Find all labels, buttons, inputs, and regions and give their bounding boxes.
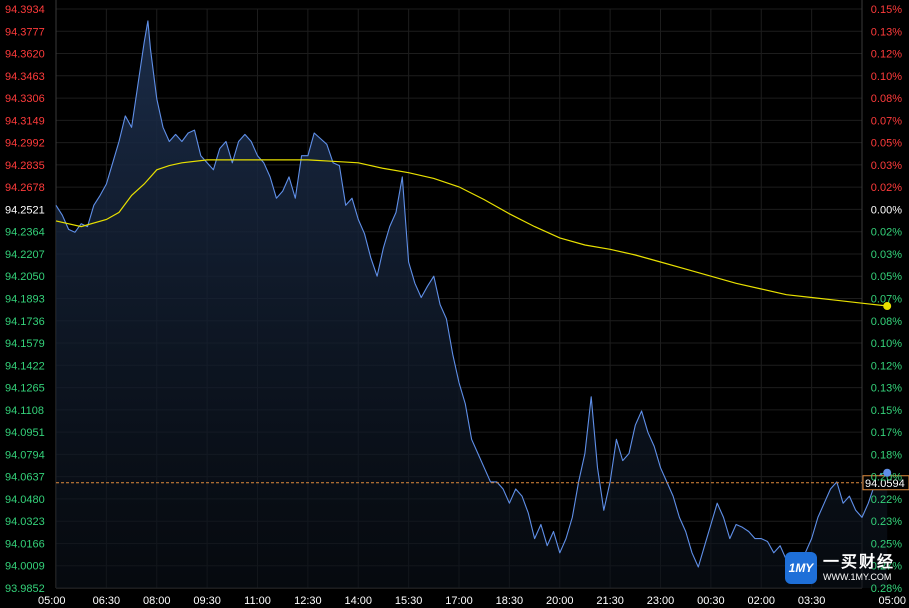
left-tick-label: 94.1108 — [5, 405, 44, 417]
right-tick-label: 0.15% — [871, 405, 902, 417]
left-tick-label: 94.0794 — [5, 449, 45, 461]
left-tick-label: 94.2678 — [5, 182, 45, 194]
left-tick-label: 94.1265 — [5, 383, 45, 395]
x-tick-label: 12:30 — [294, 595, 322, 607]
last-price-label: 94.0594 — [865, 478, 905, 490]
right-tick-label: 0.03% — [871, 249, 902, 261]
right-tick-label: 0.13% — [871, 26, 902, 38]
right-tick-label: 0.12% — [871, 360, 902, 372]
right-tick-label: 0.07% — [871, 115, 902, 127]
left-tick-label: 94.0951 — [5, 427, 45, 439]
x-tick-label: 17:00 — [445, 595, 473, 607]
left-tick-label: 94.0637 — [5, 472, 45, 484]
left-tick-label: 94.0480 — [5, 494, 45, 506]
price-end-marker — [883, 468, 892, 477]
left-tick-label: 94.3149 — [5, 115, 45, 127]
left-axis: 94.3934 94.3777 94.3620 94.3463 94.3306 94.31… — [5, 4, 45, 595]
left-tick-label: 94.2992 — [5, 138, 45, 150]
x-tick-label: 14:00 — [344, 595, 372, 607]
average-line — [55, 159, 888, 307]
right-tick-label: 0.10% — [871, 71, 902, 83]
last-price-line: 94.0594 — [56, 475, 909, 491]
left-tick-label: 94.2521 — [5, 204, 45, 216]
right-tick-label: 0.05% — [871, 138, 902, 150]
x-tick-label: 06:30 — [93, 595, 121, 607]
x-tick-label: 05:00 — [38, 595, 66, 607]
x-tick-label: 11:00 — [244, 595, 271, 607]
x-tick-label: 20:00 — [546, 595, 574, 607]
right-tick-label: 0.08% — [871, 93, 902, 105]
x-axis: 05:00 06:30 08:00 09:30 11:00 12:30 14:00 15:30… — [38, 595, 906, 607]
left-tick-label: 94.3620 — [5, 49, 45, 61]
right-tick-label: 0.18% — [871, 449, 902, 461]
right-tick-label: 0.12% — [871, 49, 902, 61]
left-tick-label: 93.9852 — [5, 583, 45, 595]
left-tick-label: 94.0323 — [5, 516, 45, 528]
right-axis: 0.15% 0.13% 0.12% 0.10% 0.08% 0.07% 0.05% 0.03%… — [871, 4, 902, 595]
logo-badge-icon: 1MY — [784, 552, 817, 584]
right-tick-label: 0.02% — [871, 227, 902, 239]
logo-text: 一买财经 WWW.1MY.COM — [823, 554, 895, 583]
right-tick-label: 0.10% — [871, 338, 902, 350]
left-tick-label: 94.2050 — [5, 271, 45, 283]
logo-badge-text: 1MY — [788, 561, 814, 575]
logo-name: 一买财经 — [822, 553, 895, 571]
series-lines — [55, 20, 888, 575]
left-tick-label: 94.0009 — [5, 561, 45, 573]
left-tick-label: 94.2835 — [5, 160, 45, 172]
logo-url: WWW.1MY.COM — [822, 571, 892, 582]
left-tick-label: 94.1736 — [5, 316, 45, 328]
left-tick-label: 94.3934 — [5, 4, 45, 16]
right-tick-label: 0.00% — [871, 204, 902, 216]
x-tick-label: 08:00 — [143, 595, 171, 607]
price-area-fill — [56, 20, 888, 588]
right-tick-label: 0.17% — [871, 427, 902, 439]
right-tick-label: 0.02% — [871, 182, 902, 194]
left-tick-label: 94.2364 — [5, 227, 45, 239]
x-tick-label: 21:30 — [596, 595, 624, 607]
end-markers — [883, 302, 892, 477]
price-area — [56, 20, 888, 588]
x-tick-label: 02:00 — [747, 595, 775, 607]
left-tick-label: 94.2207 — [5, 249, 45, 261]
x-tick-label: 00:30 — [697, 595, 725, 607]
right-tick-label: 0.23% — [871, 516, 902, 528]
x-tick-label: 18:30 — [496, 595, 524, 607]
right-tick-label: 0.20% — [871, 472, 902, 484]
x-tick-label: 23:00 — [647, 595, 675, 607]
left-tick-label: 94.3463 — [5, 71, 45, 83]
right-tick-label: 0.27% — [871, 561, 902, 573]
right-tick-label: 0.25% — [871, 538, 902, 550]
price-line — [55, 20, 888, 575]
right-tick-label: 0.28% — [871, 583, 902, 595]
right-tick-label: 0.07% — [871, 294, 902, 306]
right-tick-label: 0.15% — [871, 4, 902, 16]
right-tick-label: 0.08% — [871, 316, 902, 328]
left-tick-label: 94.3777 — [5, 26, 45, 38]
right-tick-label: 0.13% — [871, 383, 902, 395]
left-tick-label: 94.1579 — [5, 338, 45, 350]
right-tick-label: 0.22% — [871, 494, 902, 506]
right-tick-label: 0.05% — [871, 271, 902, 283]
watermark-logo: 1MY 一买财经 WWW.1MY.COM — [784, 552, 895, 584]
x-tick-label: 03:30 — [798, 595, 826, 607]
left-tick-label: 94.1893 — [5, 294, 45, 306]
average-end-marker — [883, 302, 892, 311]
left-tick-label: 94.1422 — [5, 360, 45, 372]
right-tick-label: 0.03% — [871, 160, 902, 172]
x-tick-label: 15:30 — [395, 595, 423, 607]
x-tick-label: 09:30 — [193, 595, 221, 607]
x-tick-label: 05:00 — [878, 595, 906, 607]
left-tick-label: 94.0166 — [5, 538, 45, 550]
left-tick-label: 94.3306 — [5, 93, 45, 105]
